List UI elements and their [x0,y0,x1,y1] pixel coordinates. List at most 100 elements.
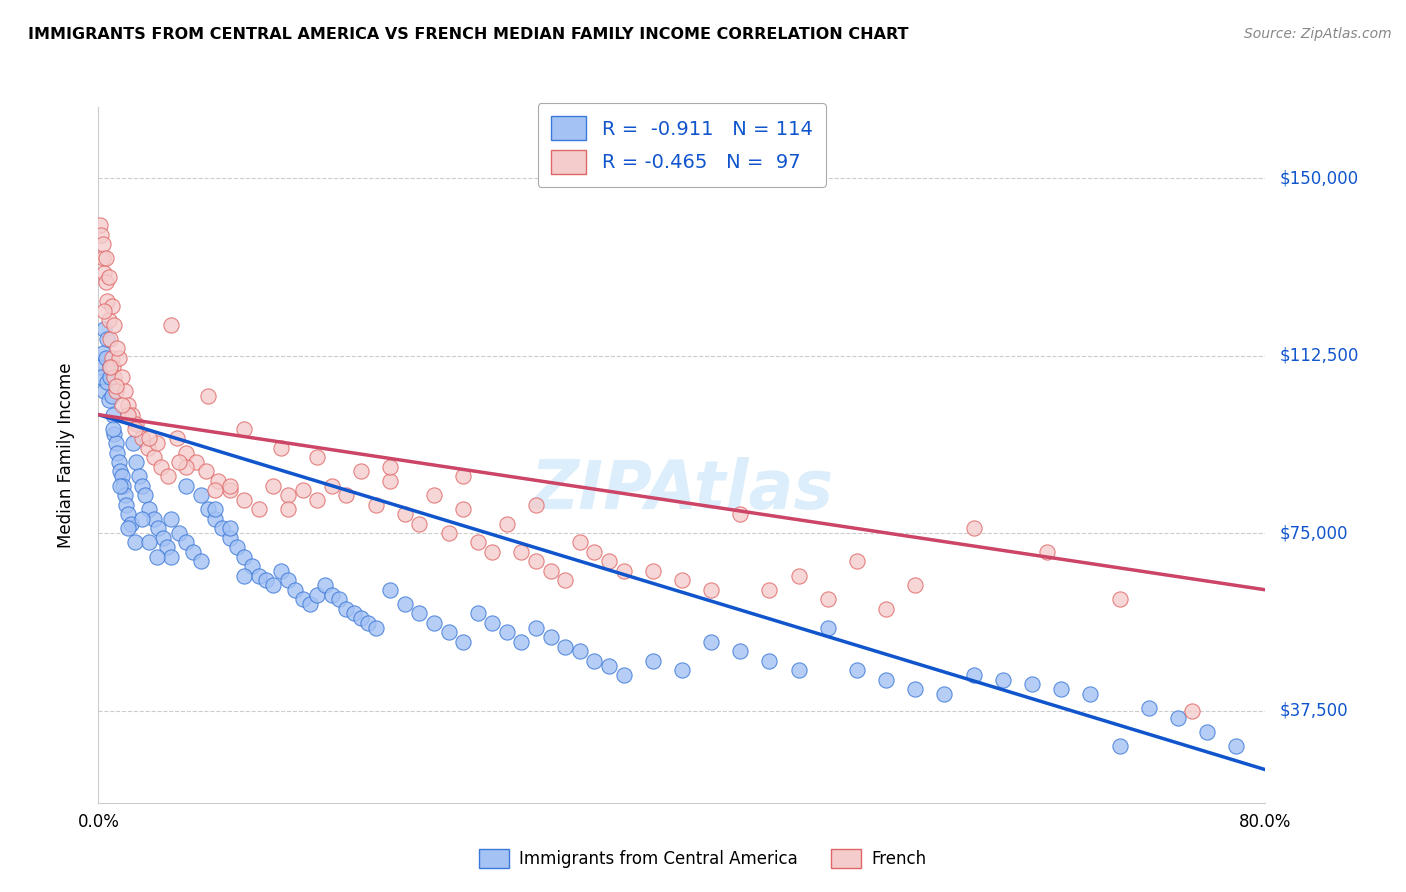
Point [103,369,125,384]
Point [103,318,125,332]
Point [598,658,620,673]
Point [233,568,256,582]
Point [700,582,723,597]
Point [218,483,240,498]
Point [554,640,576,654]
Point [845,663,868,677]
Point [612,564,634,578]
Point [134,488,156,502]
Point [197,502,219,516]
Point [495,625,517,640]
Point [875,673,897,687]
Point [138,431,160,445]
Point [186,455,208,469]
Point [138,502,160,516]
Point [204,502,226,516]
Point [157,469,180,483]
Point [277,502,299,516]
Point [247,568,270,582]
Point [394,597,416,611]
Point [962,521,984,535]
Point [583,654,606,668]
Point [100,351,122,365]
Point [167,526,190,541]
Point [101,360,124,375]
Point [845,554,868,568]
Point [90,227,112,242]
Point [343,607,366,621]
Point [524,498,547,512]
Point [93,266,115,280]
Point [117,507,139,521]
Point [1021,677,1043,691]
Point [111,398,134,412]
Point [1108,592,1130,607]
Point [758,654,780,668]
Point [138,535,160,549]
Point [94,252,117,266]
Point [91,346,114,360]
Point [350,465,373,479]
Point [174,535,197,549]
Point [262,478,284,492]
Point [934,687,956,701]
Point [1167,710,1189,724]
Point [204,483,226,498]
Point [114,384,136,398]
Point [277,488,299,502]
Text: $112,500: $112,500 [1279,346,1358,365]
Point [156,540,179,554]
Point [131,431,153,445]
Point [728,644,751,658]
Point [124,422,146,436]
Point [1225,739,1247,753]
Point [510,545,533,559]
Point [150,459,173,474]
Point [98,360,121,375]
Point [98,360,121,375]
Point [112,478,135,492]
Point [240,559,263,574]
Point [904,682,927,697]
Point [298,597,321,611]
Point [94,351,117,365]
Point [524,554,547,568]
Point [262,578,284,592]
Point [233,549,256,564]
Point [378,459,402,474]
Point [378,582,402,597]
Point [321,588,343,602]
Y-axis label: Median Family Income: Median Family Income [56,362,75,548]
Point [700,635,723,649]
Point [195,465,218,479]
Point [364,621,387,635]
Point [96,375,118,389]
Point [233,422,256,436]
Point [160,549,183,564]
Point [148,521,170,535]
Point [1195,724,1218,739]
Point [98,369,121,384]
Point [423,488,446,502]
Point [124,535,146,549]
Point [97,270,120,285]
Point [108,455,131,469]
Point [105,342,128,356]
Point [378,474,402,488]
Point [437,625,460,640]
Point [641,654,664,668]
Point [787,568,810,582]
Point [89,219,111,233]
Text: $37,500: $37,500 [1279,701,1348,720]
Point [104,379,127,393]
Point [423,615,446,630]
Point [190,488,212,502]
Point [125,417,148,432]
Point [181,545,204,559]
Point [270,441,292,455]
Point [110,478,132,492]
Point [1035,545,1057,559]
Point [117,398,139,412]
Point [142,450,165,465]
Point [364,498,387,512]
